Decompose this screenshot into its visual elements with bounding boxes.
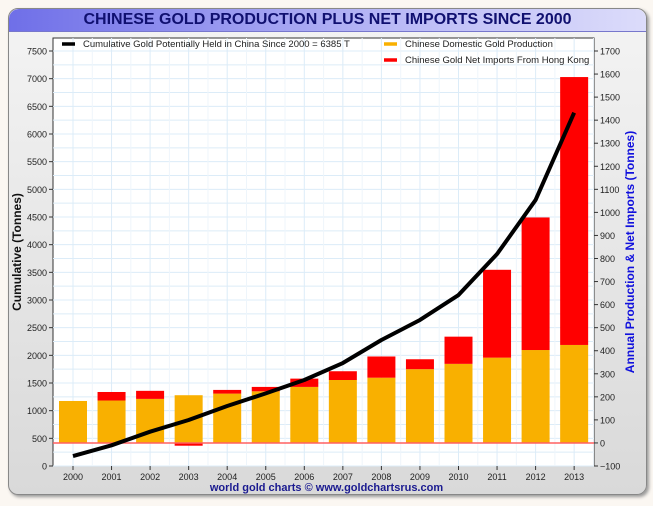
x-tick-label: 2011 (487, 472, 506, 482)
left-tick-label: 3500 (27, 268, 47, 278)
right-tick-label: 100 (600, 415, 615, 425)
x-tick-label: 2012 (526, 472, 546, 482)
bar-production-2000 (59, 400, 87, 443)
bar-production-2008 (367, 377, 396, 443)
bar-production-2013 (560, 344, 589, 443)
right-tick-label: 1700 (600, 47, 620, 57)
right-tick-label: 300 (600, 369, 615, 379)
x-tick-label: 2001 (102, 472, 122, 482)
bar-imports-2012 (521, 217, 550, 351)
bar-imports-2008 (367, 356, 396, 378)
left-tick-label: 5000 (27, 185, 47, 195)
x-tick-label: 2003 (179, 472, 199, 482)
bar-imports-2011 (483, 269, 512, 358)
left-tick-label: 2000 (27, 351, 47, 361)
left-tick-label: 0 (42, 462, 47, 472)
left-tick-label: 3000 (27, 296, 47, 306)
bar-imports-2002 (136, 390, 165, 399)
right-tick-label: 700 (600, 277, 615, 287)
bar-imports-2006 (290, 378, 319, 387)
bar-production-2010 (444, 363, 473, 443)
right-tick-label: 1600 (600, 70, 620, 80)
bar-imports-2004 (213, 389, 242, 394)
chart-footer: world gold charts © www.goldchartsrus.co… (209, 482, 444, 494)
bar-imports-2009 (405, 359, 434, 370)
legend-label: Cumulative Gold Potentially Held in Chin… (83, 39, 350, 50)
right-tick-label: 200 (600, 392, 615, 402)
left-tick-label: 5500 (27, 157, 47, 167)
left-tick-label: 1000 (27, 406, 47, 416)
bar-imports-2013 (560, 77, 589, 345)
x-tick-label: 2005 (256, 472, 276, 482)
x-tick-label: 2002 (140, 472, 160, 482)
left-tick-label: 4500 (27, 213, 47, 223)
left-tick-label: 6500 (27, 102, 47, 112)
right-tick-label: 1100 (600, 185, 619, 195)
x-tick-label: 2007 (333, 472, 353, 482)
left-tick-label: 2500 (27, 323, 47, 333)
bar-production-2005 (251, 391, 280, 443)
x-tick-label: 2009 (410, 472, 430, 482)
right-tick-label: 400 (600, 346, 615, 356)
bar-imports-2003 (174, 442, 203, 446)
x-tick-label: 2000 (63, 472, 83, 482)
right-tick-label: 1200 (600, 162, 620, 172)
bar-production-2006 (290, 386, 319, 443)
bar-production-2007 (328, 380, 357, 443)
x-tick-label: 2006 (294, 472, 314, 482)
left-tick-label: 7000 (27, 74, 47, 84)
right-tick-label: 600 (600, 300, 615, 310)
left-tick-label: 4000 (27, 240, 47, 250)
chart-title: CHINESE GOLD PRODUCTION PLUS NET IMPORTS… (83, 11, 572, 28)
bar-production-2009 (405, 369, 434, 443)
right-tick-label: 1000 (600, 208, 620, 218)
right-axis-label: Annual Production & Net Imports (Tonnes) (623, 131, 637, 373)
legend-label: Chinese Domestic Gold Production (405, 39, 553, 50)
left-axis-label: Cumulative (Tonnes) (10, 193, 24, 311)
right-tick-label: −100 (600, 462, 620, 472)
x-tick-label: 2008 (371, 472, 391, 482)
bar-imports-2010 (444, 336, 473, 364)
bar-imports-2005 (251, 386, 280, 392)
x-tick-label: 2004 (217, 472, 237, 482)
title-bar: CHINESE GOLD PRODUCTION PLUS NET IMPORTS… (9, 9, 646, 32)
bar-production-2012 (521, 350, 550, 443)
bar-imports-2007 (328, 371, 357, 381)
left-tick-label: 500 (32, 434, 47, 444)
right-tick-label: 0 (600, 438, 605, 448)
right-tick-label: 1300 (600, 139, 620, 149)
right-tick-label: 500 (600, 323, 615, 333)
right-tick-label: 900 (600, 231, 615, 241)
right-tick-label: 1500 (600, 93, 620, 103)
x-tick-label: 2010 (448, 472, 468, 482)
left-tick-label: 1500 (27, 379, 47, 389)
bar-production-2011 (483, 357, 512, 443)
right-tick-label: 1400 (600, 116, 620, 126)
legend-label: Chinese Gold Net Imports From Hong Kong (405, 55, 589, 66)
bar-production-2001 (97, 400, 126, 443)
x-tick-label: 2013 (564, 472, 584, 482)
left-tick-label: 6000 (27, 130, 47, 140)
left-tick-label: 7500 (27, 47, 47, 57)
bar-imports-2001 (97, 391, 126, 401)
cumulative-line (72, 111, 576, 458)
right-tick-label: 800 (600, 254, 615, 264)
